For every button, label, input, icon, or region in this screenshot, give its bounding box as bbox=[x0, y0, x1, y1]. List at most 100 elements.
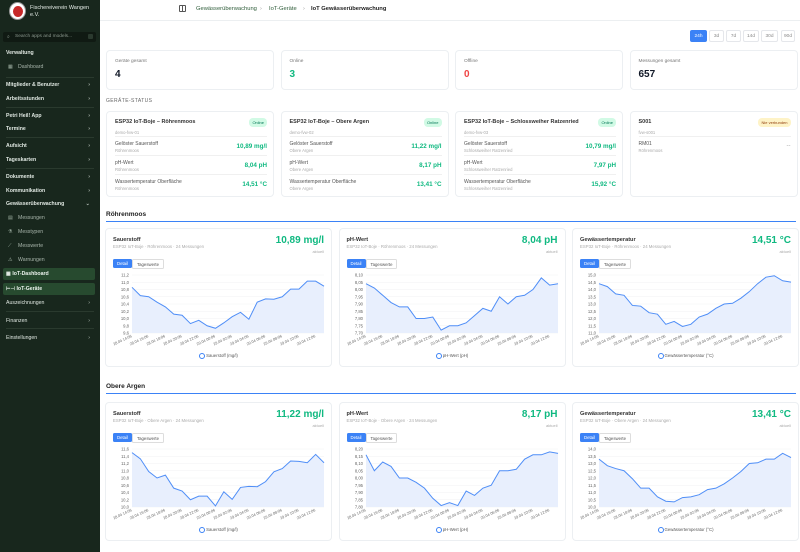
area-fill bbox=[132, 452, 324, 507]
range-button-3d[interactable]: 3d bbox=[709, 30, 724, 42]
line-chart: 10,010,210,410,610,811,011,211,411,628.0… bbox=[113, 447, 325, 520]
daily-values-button[interactable]: Tageswerte bbox=[132, 433, 164, 443]
search-input[interactable]: ⌕ Search apps and models... bbox=[3, 32, 96, 42]
y-tick-label: 10,0 bbox=[121, 505, 130, 510]
sidebar-item-auszeichnungen[interactable]: Auszeichnungen › bbox=[6, 297, 94, 309]
daily-values-button[interactable]: Tageswerte bbox=[365, 259, 398, 269]
chart-title: Sauerstoff bbox=[113, 237, 141, 243]
chevron-right-icon: › bbox=[88, 82, 90, 88]
range-button-14d[interactable]: 14d bbox=[743, 30, 759, 42]
chart-card: pH-Wert ESP32 IoT-Boje · Obere Argen · 24… bbox=[338, 402, 566, 541]
measurement-value: 15,92 °C bbox=[591, 181, 616, 188]
chart-card: pH-Wert ESP32 IoT-Boje · Röhrenmoos · 24 … bbox=[338, 228, 566, 367]
range-button-90d[interactable]: 90d bbox=[781, 30, 795, 42]
current-value: 14,51 °C bbox=[751, 235, 791, 246]
grid-icon: ▦ bbox=[8, 64, 13, 70]
stat-value: 3 bbox=[289, 69, 296, 80]
sidebar-item-messungen[interactable]: ▤ Messungen bbox=[8, 212, 96, 224]
sidebar-item-einstellungen[interactable]: Einstellungen › bbox=[6, 332, 94, 344]
measurement-site: Schlossweiher Ratzenried bbox=[464, 148, 513, 153]
device-card[interactable]: ESP32 IoT-Boje – Röhrenmoos Online demo-fv… bbox=[106, 111, 274, 197]
status-heading: GERÄTE-STATUS bbox=[106, 98, 153, 104]
sidebar-toggle-icon[interactable] bbox=[179, 5, 186, 12]
y-tick-label: 10,2 bbox=[121, 497, 130, 502]
sidebar-item-messwerte[interactable]: ⟋ Messwerte bbox=[8, 240, 96, 252]
detail-button[interactable]: Detail bbox=[580, 259, 599, 268]
chart-legend[interactable]: pH-Wert (pH) bbox=[340, 527, 565, 533]
daily-values-button[interactable]: Tageswerte bbox=[132, 259, 164, 269]
area-fill bbox=[365, 451, 558, 507]
section-heading-obere-argen: Obere Argen bbox=[106, 383, 146, 390]
line-chart: 7,707,757,807,857,907,958,008,058,1028.0… bbox=[346, 273, 558, 346]
detail-button[interactable]: Detail bbox=[346, 259, 366, 268]
measurement-row: Wassertemperatur Oberfläche Schlossweiher… bbox=[464, 174, 616, 193]
chart-legend[interactable]: Sauerstoff (mg/l) bbox=[106, 353, 331, 359]
sidebar-group[interactable]: Dokumente › bbox=[6, 171, 94, 183]
sidebar-item-warnungen[interactable]: ⚠ Warnungen bbox=[8, 254, 96, 266]
legend-label: pH-Wert (pH) bbox=[442, 527, 469, 533]
sidebar-group[interactable]: Arbeitsstunden › bbox=[6, 93, 94, 105]
chart-title: Gewässertemperatur bbox=[580, 411, 636, 417]
shortcut-icon bbox=[88, 34, 93, 39]
detail-button[interactable]: Detail bbox=[580, 433, 599, 442]
sidebar-item-finanzen[interactable]: Finanzen › bbox=[6, 315, 94, 327]
sidebar-item-messtypen[interactable]: ⚗ Messtypen bbox=[8, 226, 96, 238]
sidebar-item-iot-geraete[interactable]: ⊢⊣ IoT-Geräte bbox=[3, 283, 95, 295]
measurement-site: Obere Argen bbox=[289, 167, 314, 172]
range-button-7d[interactable]: 7d bbox=[726, 30, 741, 42]
legend-marker-icon bbox=[435, 353, 442, 359]
device-card[interactable]: ESP32 IoT-Boje – Obere Argen Online demo-f… bbox=[280, 111, 449, 197]
daily-values-button[interactable]: Tageswerte bbox=[599, 259, 631, 269]
range-button-30d[interactable]: 30d bbox=[761, 30, 778, 42]
sidebar-item-iot-dashboard[interactable]: ▦ IoT-Dashboard bbox=[3, 268, 95, 280]
y-tick-label: 9,8 bbox=[123, 323, 129, 328]
y-tick-label: 14,5 bbox=[588, 280, 597, 285]
measurement-name: pH-Wert bbox=[289, 160, 309, 166]
series-line bbox=[131, 280, 325, 329]
line-chart: 10,010,511,011,512,012,513,013,514,028.0… bbox=[580, 447, 792, 520]
chart-legend[interactable]: Sauerstoff (mg/l) bbox=[106, 527, 331, 533]
chart-legend[interactable]: Gewässertemperatur (°C) bbox=[573, 353, 798, 359]
daily-values-button[interactable]: Tageswerte bbox=[599, 433, 631, 443]
breadcrumb-iot-geraete[interactable]: IoT-Geräte bbox=[269, 6, 297, 12]
chevron-right-icon: › bbox=[88, 174, 90, 180]
detail-button[interactable]: Detail bbox=[113, 433, 132, 442]
y-tick-label: 8,20 bbox=[354, 447, 363, 452]
current-value: 11,22 mg/l bbox=[276, 409, 324, 420]
daily-values-button[interactable]: Tageswerte bbox=[365, 433, 398, 443]
device-card[interactable]: ESP32 IoT-Boje – Schlossweiher Ratzenrie… bbox=[455, 111, 623, 197]
y-tick-label: 7,75 bbox=[354, 323, 363, 328]
measurement-name: Gelöster Sauerstoff bbox=[464, 141, 507, 147]
y-tick-label: 7,90 bbox=[354, 302, 363, 307]
detail-button[interactable]: Detail bbox=[346, 433, 366, 442]
chart-legend[interactable]: pH-Wert (pH) bbox=[340, 353, 565, 359]
sidebar-group[interactable]: Mitglieder & Benutzer › bbox=[6, 79, 94, 91]
y-tick-label: 10,8 bbox=[121, 476, 130, 481]
y-tick-label: 7,95 bbox=[354, 294, 363, 299]
sidebar-item-dashboard[interactable]: ▦ Dashboard bbox=[8, 61, 96, 73]
sidebar-group[interactable]: Petri Heil! App › bbox=[6, 110, 94, 122]
range-button-24h[interactable]: 24h bbox=[690, 30, 707, 42]
device-card[interactable]: S001 Nie verbunden fvw-s001 RM01 Röhrenmoos -… bbox=[629, 111, 798, 197]
sidebar-group[interactable]: Kommunikation › bbox=[6, 185, 94, 197]
chevron-right-icon: › bbox=[88, 157, 90, 163]
device-name: ESP32 IoT-Boje – Schlossweiher Ratzenrie… bbox=[464, 119, 579, 125]
series-line bbox=[598, 275, 792, 328]
measurement-row: Gelöster Sauerstoff Schlossweiher Ratzenr… bbox=[464, 136, 616, 155]
sidebar-group[interactable]: Gewässerüberwachung ⌄ bbox=[6, 198, 94, 210]
sidebar-group[interactable]: Aufsicht › bbox=[6, 140, 94, 152]
chevron-right-icon: › bbox=[88, 126, 90, 132]
y-tick-label: 11,2 bbox=[121, 273, 130, 278]
breadcrumb-gewaesser[interactable]: Gewässerüberwachung bbox=[196, 6, 257, 12]
device-id: demo-fvw-03 bbox=[464, 130, 489, 135]
detail-button[interactable]: Detail bbox=[113, 259, 132, 268]
sidebar-group[interactable]: Termine › bbox=[6, 123, 94, 135]
stat-value: 4 bbox=[115, 69, 121, 80]
chart-legend[interactable]: Gewässertemperatur (°C) bbox=[573, 527, 798, 533]
measurement-site: Röhrenmoos bbox=[115, 148, 139, 153]
sidebar-group[interactable]: Tageskarten › bbox=[6, 154, 94, 166]
y-tick-label: 10,4 bbox=[121, 302, 130, 307]
stat-value: 0 bbox=[464, 69, 470, 80]
chevron-right-icon: › bbox=[88, 96, 90, 102]
y-tick-label: 10,2 bbox=[121, 309, 130, 314]
